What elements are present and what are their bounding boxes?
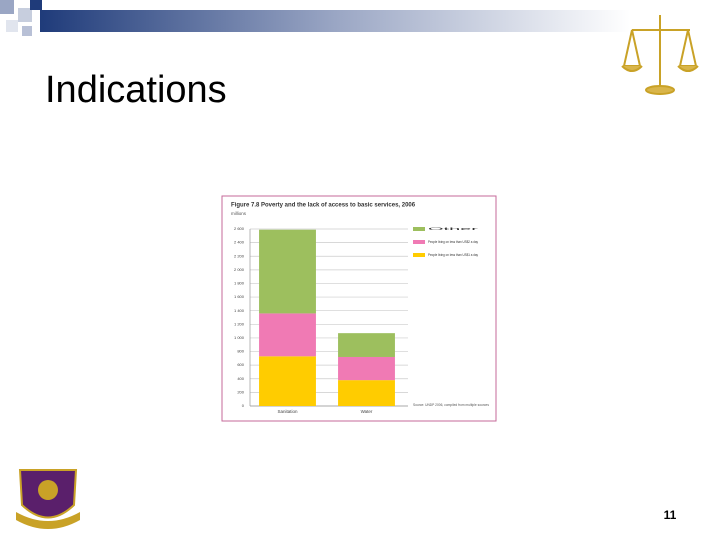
y-tick-label: 200 bbox=[237, 389, 244, 394]
y-tick-label: 2 000 bbox=[234, 267, 245, 272]
scales-icon bbox=[621, 15, 699, 95]
y-tick-label: 2 600 bbox=[234, 226, 245, 231]
legend-swatch bbox=[413, 227, 425, 231]
legend-label: Other bbox=[428, 226, 481, 231]
legend-label: People living on less than US$1 a day bbox=[428, 252, 478, 257]
bar-segment bbox=[338, 380, 395, 406]
y-tick-label: 400 bbox=[237, 376, 244, 381]
bar-segment bbox=[338, 333, 395, 357]
source-note: Source: UNDP 2006, compiled from multipl… bbox=[413, 402, 489, 407]
y-tick-label: 2 200 bbox=[234, 253, 245, 258]
bar-segment bbox=[259, 229, 316, 314]
header-band bbox=[40, 10, 630, 32]
legend-swatch bbox=[413, 240, 425, 244]
y-tick-label: 1 000 bbox=[234, 335, 245, 340]
crest-logo bbox=[16, 469, 80, 529]
y-tick-label: 800 bbox=[237, 349, 244, 354]
y-tick-label: 1 600 bbox=[234, 294, 245, 299]
y-tick-label: 600 bbox=[237, 362, 244, 367]
bar-segment bbox=[259, 313, 316, 357]
y-axis-label: millions bbox=[231, 211, 247, 216]
x-tick-label: Water bbox=[361, 409, 373, 414]
legend-swatch bbox=[413, 253, 425, 257]
chart-title: Figure 7.8 Poverty and the lack of acces… bbox=[231, 203, 416, 209]
y-tick-label: 1 200 bbox=[234, 321, 245, 326]
slide-title: Indications bbox=[45, 69, 227, 111]
y-tick-label: 0 bbox=[242, 403, 245, 408]
header-squares bbox=[0, 0, 42, 36]
y-tick-label: 2 400 bbox=[234, 240, 245, 245]
y-tick-label: 1 400 bbox=[234, 308, 245, 313]
x-tick-label: Sanitation bbox=[277, 409, 298, 414]
legend-label: People living on less than US$2 a day bbox=[428, 239, 478, 244]
page-number: 11 bbox=[664, 508, 677, 522]
bar-segment bbox=[338, 356, 395, 381]
y-tick-label: 1 800 bbox=[234, 281, 245, 286]
bar-segment bbox=[259, 356, 316, 406]
